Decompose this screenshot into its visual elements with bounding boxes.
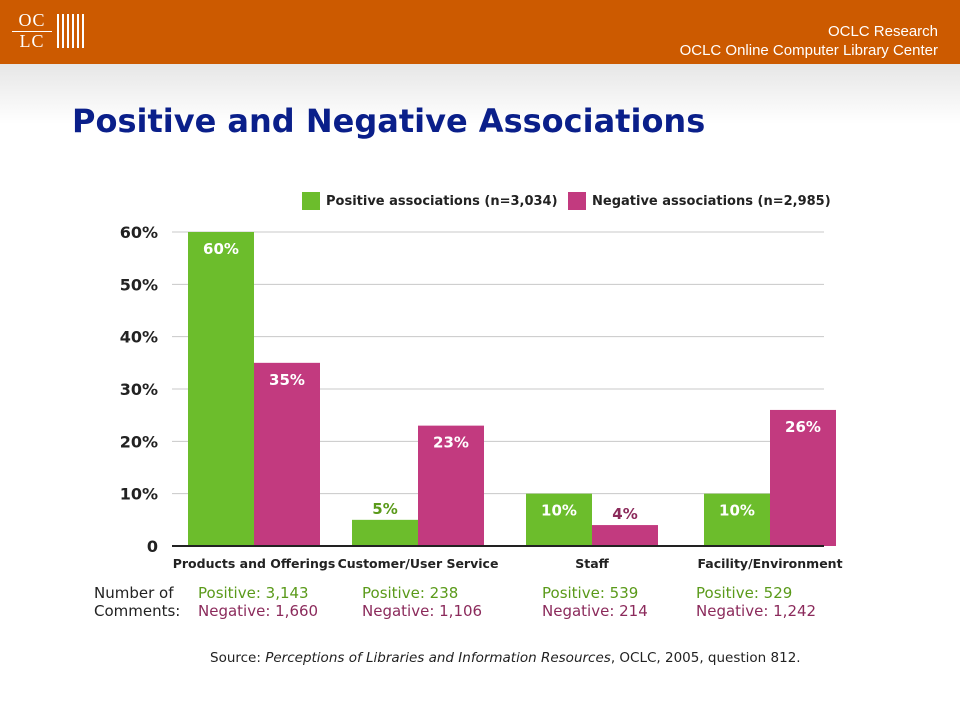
positive-count: Positive: 238: [362, 584, 459, 602]
logo-line1: OC: [18, 10, 46, 30]
header-gradient: [0, 64, 960, 124]
data-label: 60%: [203, 240, 239, 258]
y-tick-label: 50%: [120, 275, 158, 294]
y-tick-label: 40%: [120, 328, 158, 347]
data-label: 23%: [433, 434, 469, 452]
comment-counts-facility: Positive: 529 Negative: 1,242: [696, 584, 846, 620]
org-line2: OCLC Online Computer Library Center: [679, 42, 938, 59]
negative-count: Negative: 1,660: [198, 602, 319, 620]
data-label: 35%: [269, 371, 305, 389]
header-bar: OC LC OCLC Research OCLC Online Computer…: [0, 0, 960, 64]
category-label: Products and Offerings: [173, 556, 336, 571]
legend-negative: Negative associations (n=2,985): [568, 192, 831, 210]
source-suffix: , OCLC, 2005, question 812.: [610, 650, 801, 666]
category-label: Facility/Environment: [697, 556, 842, 571]
positive-count: Positive: 539: [542, 584, 639, 602]
positive-bar: [352, 519, 418, 546]
positive-count: Positive: 3,143: [198, 584, 309, 602]
comments-label: Number of Comments:: [94, 584, 180, 620]
negative-count: Negative: 1,242: [696, 602, 817, 620]
legend-negative-label: Negative associations (n=2,985): [592, 193, 831, 209]
positive-bar: [704, 493, 770, 546]
negative-count: Negative: 1,106: [362, 602, 483, 620]
positive-bar: [526, 493, 592, 546]
negative-bar: [592, 525, 658, 546]
category-label: Customer/User Service: [338, 556, 499, 571]
page-title: Positive and Negative Associations: [72, 102, 706, 140]
category-label: Staff: [575, 556, 609, 571]
comment-counts-staff: Positive: 539 Negative: 214: [542, 584, 692, 620]
comment-counts-service: Positive: 238 Negative: 1,106: [362, 584, 512, 620]
legend-positive: Positive associations (n=3,034): [302, 192, 558, 210]
data-label: 4%: [612, 505, 637, 523]
source-note: Source: Perceptions of Libraries and Inf…: [210, 650, 801, 666]
source-prefix: Source:: [210, 650, 266, 666]
legend-positive-label: Positive associations (n=3,034): [326, 193, 558, 209]
oclc-logo: OC LC: [12, 10, 85, 52]
org-line1: OCLC Research: [827, 23, 938, 40]
logo-line2: LC: [12, 31, 52, 50]
positive-bar: [188, 232, 254, 546]
comments-label-line2: Comments:: [94, 602, 181, 620]
legend-positive-swatch: [302, 192, 320, 210]
logo-text: OC LC: [12, 10, 52, 52]
data-label: 5%: [372, 500, 397, 518]
org-name: OCLC Research OCLC Online Computer Libra…: [680, 22, 938, 60]
negative-bar: [254, 362, 320, 546]
logo-bars-icon: [57, 14, 85, 48]
positive-count: Positive: 529: [696, 584, 793, 602]
y-tick-label: 10%: [120, 485, 158, 504]
legend-negative-swatch: [568, 192, 586, 210]
bar-chart: 0 10% 20% 30% 40% 50% 60% 60% 35% Products and Of…: [120, 223, 843, 571]
source-title: Perceptions of Libraries and Information…: [265, 650, 611, 666]
y-tick-label: 30%: [120, 380, 158, 399]
negative-bar: [770, 409, 836, 546]
data-label: 10%: [541, 502, 577, 520]
negative-count: Negative: 214: [542, 602, 648, 620]
data-label: 10%: [719, 502, 755, 520]
comments-label-line1: Number of: [94, 584, 174, 602]
chart-figure: 0 10% 20% 30% 40% 50% 60% 60% 35% Products and Of…: [92, 180, 852, 680]
y-tick-label: 0: [147, 537, 158, 556]
data-label: 26%: [785, 418, 821, 436]
y-tick-label: 20%: [120, 432, 158, 451]
y-tick-label: 60%: [120, 223, 158, 242]
negative-bar: [418, 425, 484, 546]
comment-counts-products: Positive: 3,143 Negative: 1,660: [198, 584, 348, 620]
